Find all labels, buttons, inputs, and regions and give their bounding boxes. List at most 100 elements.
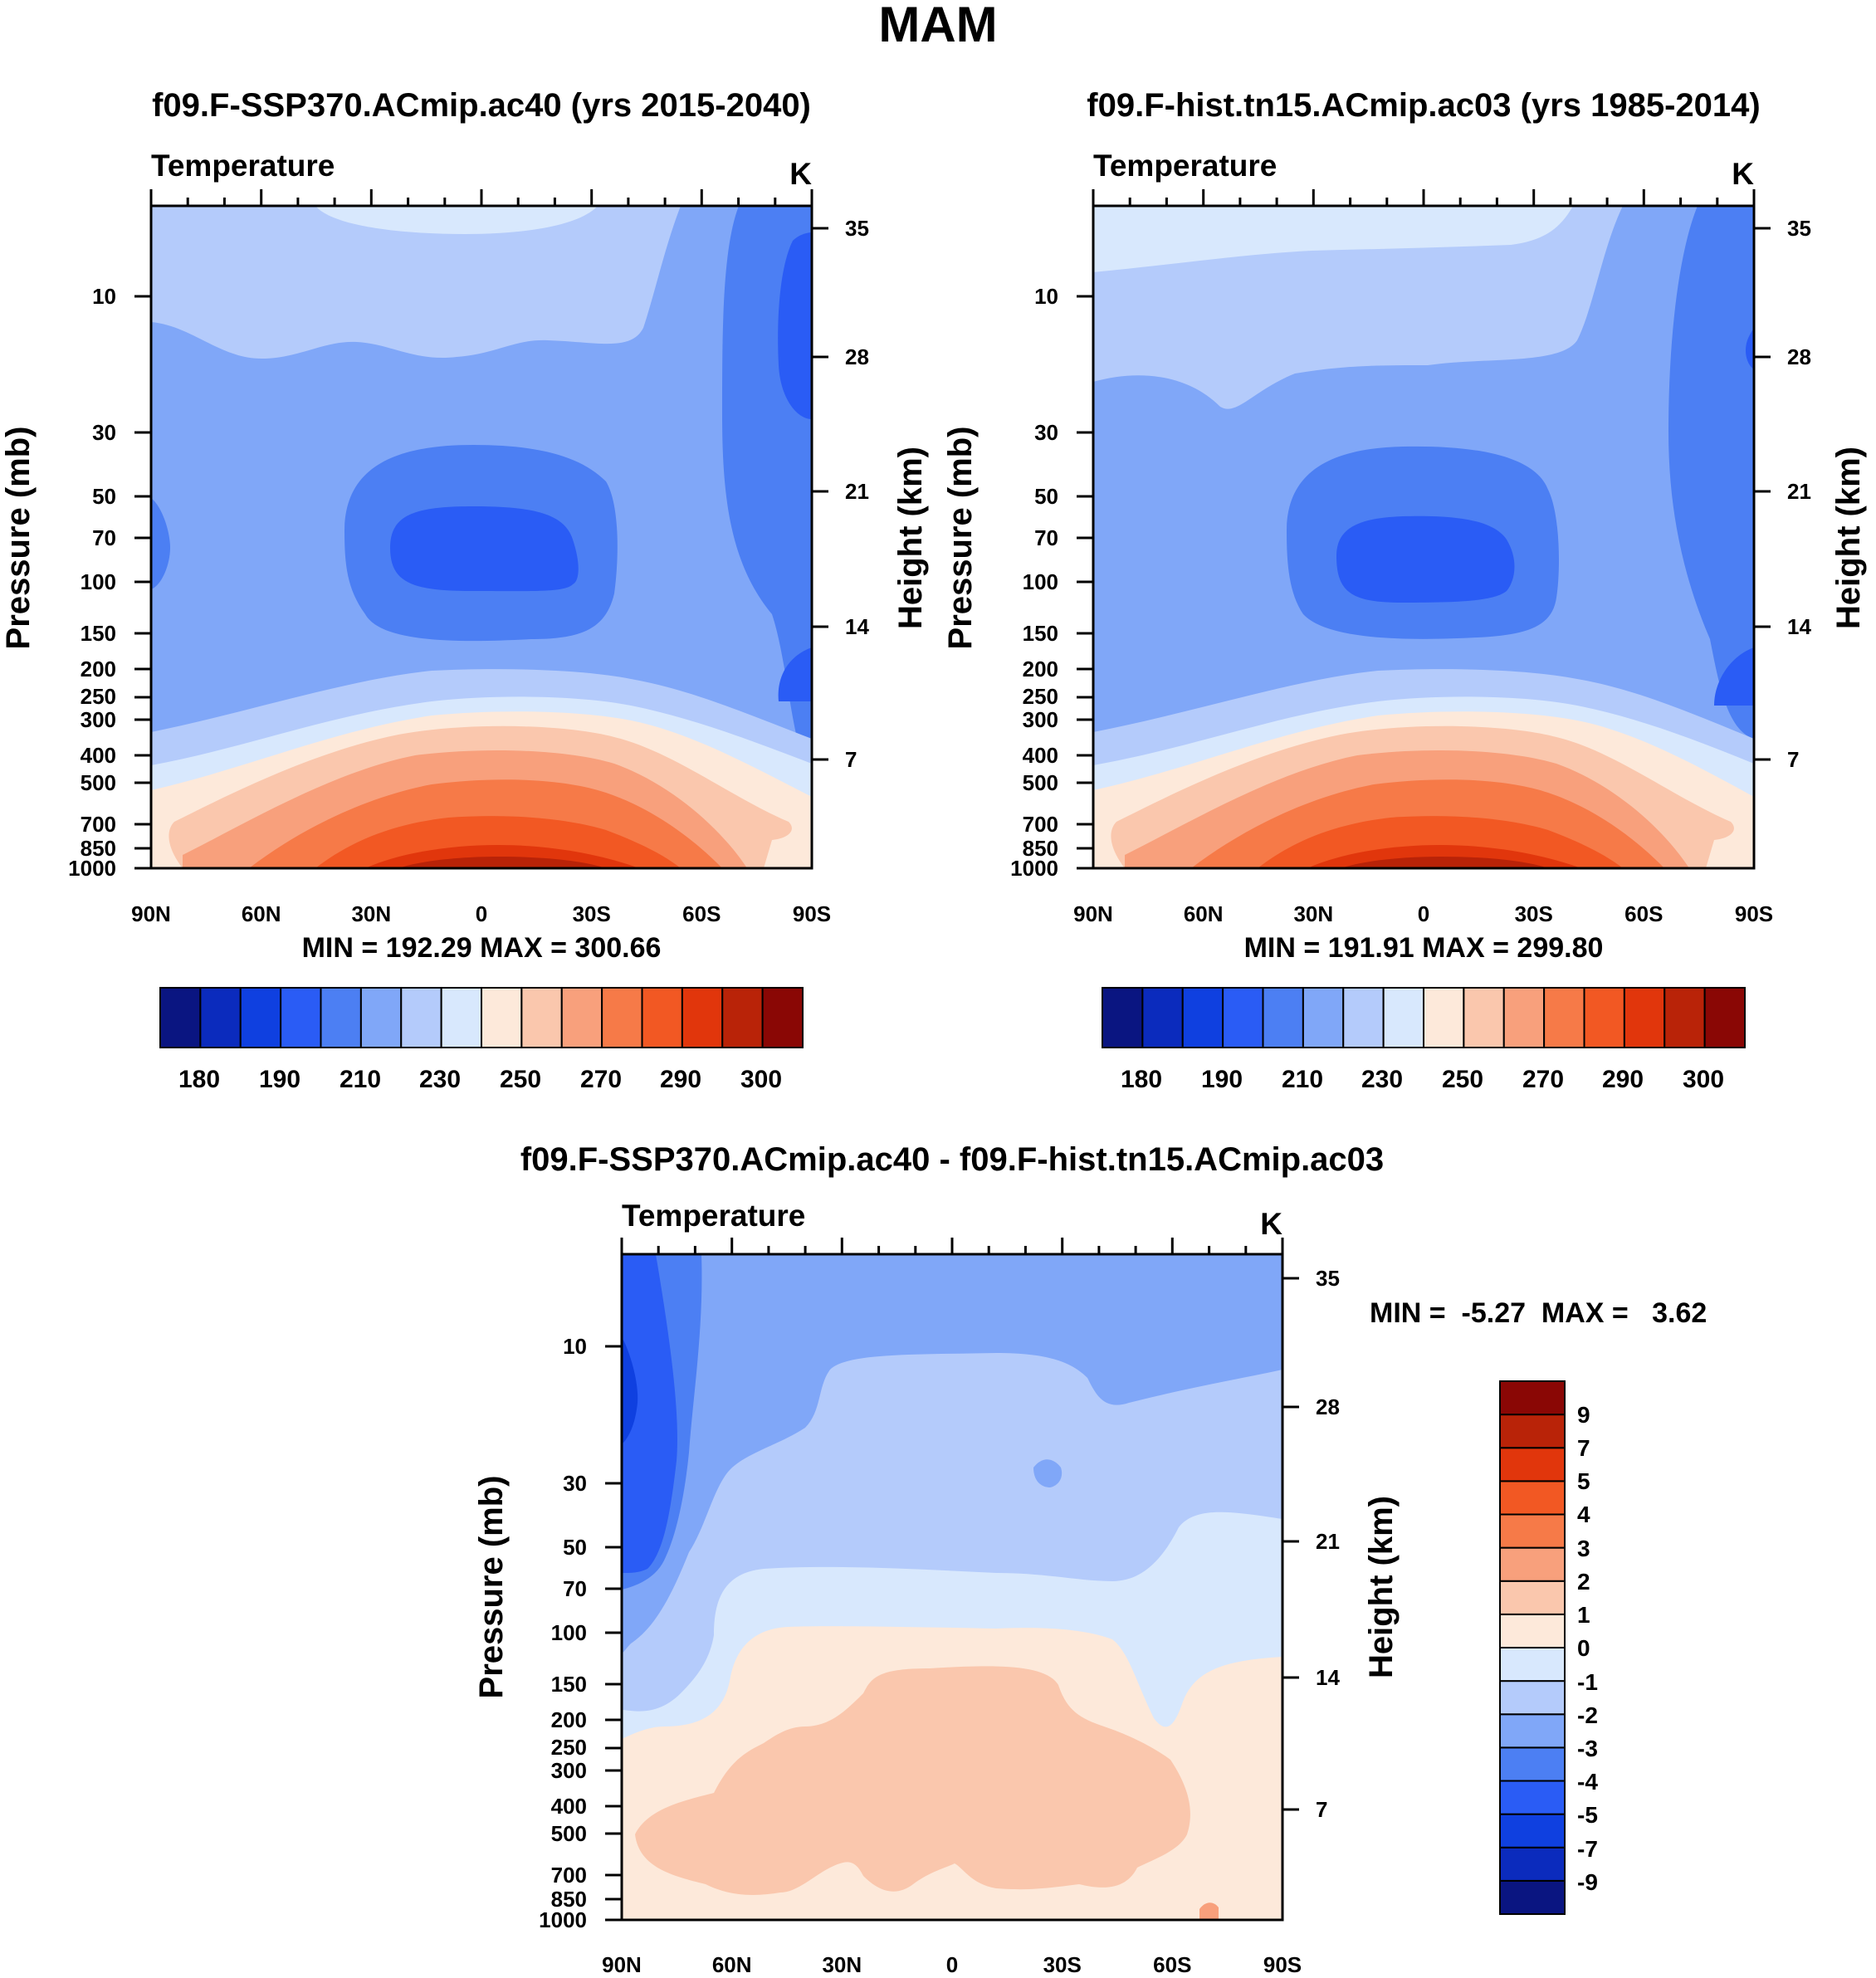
pressure-tick-label: 850 <box>1023 836 1058 861</box>
panel-2: f09.F-hist.tn15.ACmip.ac03 (yrs 1985-201… <box>942 87 1867 1093</box>
panel-3-title: f09.F-SSP370.ACmip.ac40 - f09.F-hist.tn1… <box>520 1141 1384 1178</box>
panel-1-height-tick-labels: 35 28 21 14 7 <box>845 216 869 772</box>
colorbar-cell <box>1499 1580 1566 1615</box>
colorbar-cell <box>159 987 202 1048</box>
colorbar-cell <box>761 987 804 1048</box>
colorbar-cell <box>1499 1680 1566 1716</box>
x-tick-label: 60N <box>712 1952 752 1977</box>
colorbar-label: -3 <box>1577 1736 1598 1761</box>
colorbar-label: 2 <box>1577 1569 1590 1595</box>
colorbar-cell <box>1499 1380 1566 1416</box>
colorbar-label: -1 <box>1577 1669 1598 1695</box>
panel-2-top-ticks <box>1092 189 1756 206</box>
colorbar-cell <box>1703 987 1747 1048</box>
pressure-tick-label: 10 <box>92 284 116 309</box>
height-tick-label: 21 <box>1787 479 1811 504</box>
pressure-tick-label: 150 <box>81 621 116 646</box>
colorbar-label: 250 <box>1442 1066 1483 1093</box>
pressure-tick-label: 30 <box>563 1471 587 1496</box>
pressure-tick-label: 10 <box>1034 284 1058 309</box>
colorbar-label: 0 <box>1577 1635 1590 1661</box>
contour-level-c3 <box>778 647 812 701</box>
colorbar-label: 290 <box>660 1066 701 1093</box>
panel-1-top-ticks <box>149 189 813 206</box>
colorbar-cell <box>560 987 603 1048</box>
panel-2-ylabel-right: Height (km) <box>1830 447 1867 629</box>
x-tick-label: 90S <box>793 901 831 926</box>
panel-3-left-ticks <box>605 1345 622 1922</box>
colorbar-cell <box>280 987 322 1048</box>
panel-2-height-tick-labels: 35 28 21 14 7 <box>1787 216 1811 772</box>
panel-3-ylabel: Pressure (mb) <box>473 1476 510 1699</box>
pressure-tick-label: 30 <box>92 420 116 445</box>
pressure-tick-label: 850 <box>551 1887 587 1912</box>
colorbar-label: 210 <box>1282 1066 1323 1093</box>
colorbar-cell <box>320 987 362 1048</box>
contour-level-c10 <box>1199 1902 1219 1920</box>
x-tick-label: 30N <box>822 1952 862 1977</box>
colorbar-label: 4 <box>1577 1502 1590 1527</box>
panel-3-colorbar-cells <box>1499 1380 1566 1916</box>
panel-1-contour-field <box>151 206 812 868</box>
colorbar-cell <box>400 987 442 1048</box>
height-tick-label: 14 <box>845 614 869 639</box>
colorbar-cell <box>1499 1546 1566 1582</box>
colorbar-cell <box>1463 987 1505 1048</box>
pressure-tick-label: 300 <box>81 707 116 732</box>
panel-1-variable-label: Temperature <box>151 149 335 183</box>
pressure-tick-label: 400 <box>1023 743 1058 768</box>
panel-1-colorbar: 180 190 210 230 250 270 290 300 <box>159 987 804 1093</box>
panel-2-colorbar-cells <box>1102 987 1747 1048</box>
colorbar-cell <box>1102 987 1144 1048</box>
x-tick-label: 60S <box>1153 1952 1191 1977</box>
contour-level-c3 <box>622 1254 677 1573</box>
colorbar-cell <box>1499 1414 1566 1449</box>
colorbar-label: -2 <box>1577 1702 1598 1728</box>
colorbar-cell <box>1262 987 1304 1048</box>
colorbar-cell <box>1499 1447 1566 1482</box>
pressure-tick-label: 70 <box>1034 525 1058 550</box>
panel-3-min-max: MIN = -5.27 MAX = 3.62 <box>1370 1297 1707 1329</box>
pressure-tick-label: 400 <box>551 1794 587 1819</box>
panel-1-ylabel-right: Height (km) <box>892 447 929 629</box>
pressure-tick-label: 100 <box>81 569 116 594</box>
colorbar-label: 230 <box>1361 1066 1403 1093</box>
colorbar-cell <box>1342 987 1385 1048</box>
colorbar-cell <box>1141 987 1184 1048</box>
panel-1-left-ticks <box>134 295 151 870</box>
pressure-tick-label: 1000 <box>68 856 116 881</box>
colorbar-cell <box>601 987 643 1048</box>
panel-2-right-ticks <box>1754 227 1771 761</box>
colorbar-cell <box>1543 987 1585 1048</box>
colorbar-label: 9 <box>1577 1402 1590 1428</box>
pressure-tick-label: 250 <box>1023 684 1058 709</box>
height-tick-label: 28 <box>845 344 869 369</box>
colorbar-label: 1 <box>1577 1602 1590 1628</box>
colorbar-cell <box>1499 1780 1566 1815</box>
pressure-tick-label: 200 <box>1023 657 1058 681</box>
panel-3-pressure-tick-labels: 10 30 50 70 100 150 200 250 300 400 500 … <box>539 1334 587 1932</box>
contour-level-c2 <box>622 1337 638 1444</box>
x-tick-label: 30N <box>351 901 391 926</box>
colorbar-cell <box>1302 987 1345 1048</box>
x-tick-label: 90S <box>1735 901 1773 926</box>
pressure-tick-label: 150 <box>551 1672 587 1697</box>
main-title: MAM <box>878 0 997 52</box>
colorbar-cell <box>1222 987 1264 1048</box>
pressure-tick-label: 50 <box>1034 484 1058 509</box>
height-tick-label: 35 <box>1787 216 1811 241</box>
pressure-tick-label: 50 <box>92 484 116 509</box>
pressure-tick-label: 1000 <box>1010 856 1058 881</box>
colorbar-cell <box>1499 1846 1566 1882</box>
panel-1-ylabel: Pressure (mb) <box>0 427 37 650</box>
colorbar-cell <box>1499 1879 1566 1916</box>
colorbar-cell <box>520 987 563 1048</box>
colorbar-cell <box>1499 1713 1566 1749</box>
pressure-tick-label: 100 <box>551 1620 587 1645</box>
colorbar-label: 300 <box>1683 1066 1724 1093</box>
height-tick-label: 14 <box>1316 1665 1340 1690</box>
colorbar-label: 230 <box>419 1066 461 1093</box>
colorbar-label: 270 <box>1522 1066 1564 1093</box>
pressure-tick-label: 10 <box>563 1334 587 1359</box>
x-tick-label: 60S <box>1624 901 1663 926</box>
